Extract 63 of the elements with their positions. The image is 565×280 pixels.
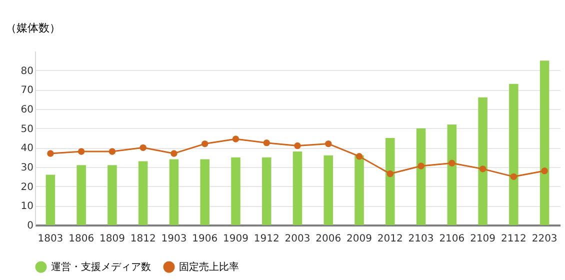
- bar: [46, 174, 56, 225]
- x-tick-label: 1906: [192, 234, 218, 244]
- x-tick-label: 2106: [439, 234, 465, 244]
- bar: [200, 159, 210, 225]
- point: [170, 150, 178, 157]
- x-tick-label: 1903: [161, 234, 187, 244]
- bar: [509, 84, 518, 225]
- point: [78, 148, 85, 155]
- y-tick-label: 20: [20, 182, 34, 193]
- point: [108, 148, 116, 155]
- y-tick-label: 50: [20, 124, 34, 135]
- legend-label: 運営・支援メディア数: [51, 261, 151, 273]
- point: [325, 140, 332, 148]
- bar: [138, 161, 148, 225]
- bar: [447, 124, 457, 225]
- bar: [108, 165, 117, 225]
- bar: [292, 152, 302, 225]
- bar: [386, 138, 395, 225]
- y-tick-label: 70: [20, 85, 34, 96]
- y-axis-title: （媒体数）: [6, 22, 60, 34]
- bar: [262, 157, 272, 225]
- y-tick-label: 0: [27, 220, 34, 232]
- point: [541, 168, 548, 174]
- point: [140, 144, 146, 152]
- point: [479, 166, 486, 172]
- y-tick-label: 30: [20, 162, 34, 174]
- point: [418, 162, 424, 170]
- y-tick-label: 10: [20, 201, 34, 212]
- point: [263, 139, 270, 146]
- bar: [416, 128, 426, 225]
- point: [202, 140, 208, 148]
- x-tick-label: 1803: [38, 234, 64, 244]
- x-tick-label: 2203: [532, 234, 558, 244]
- x-tick-label: 2112: [500, 234, 526, 244]
- x-tick-label: 1806: [68, 234, 94, 244]
- y-tick-label: 60: [20, 104, 34, 116]
- x-tick-label: 2012: [377, 234, 403, 244]
- legend-label: 固定売上比率: [179, 261, 239, 273]
- point: [448, 160, 456, 166]
- bar: [169, 159, 179, 225]
- x-tick-label: 2103: [408, 234, 434, 244]
- point: [47, 150, 54, 157]
- bar: [478, 97, 488, 225]
- y-tick-label: 40: [20, 143, 34, 154]
- bar: [324, 155, 334, 225]
- bar: [354, 155, 364, 225]
- x-tick-label: 1812: [130, 234, 156, 244]
- x-tick-label: 1809: [99, 234, 125, 244]
- x-tick-label: 1909: [223, 234, 248, 244]
- bar: [540, 60, 550, 225]
- bar: [231, 157, 240, 225]
- point: [510, 173, 518, 180]
- point: [356, 153, 363, 160]
- x-tick-label: 1912: [254, 234, 280, 244]
- bar: [76, 165, 86, 225]
- point: [386, 170, 394, 178]
- point: [232, 136, 240, 142]
- y-tick-label: 80: [20, 66, 34, 77]
- x-tick-label: 2109: [470, 234, 496, 244]
- x-tick-label: 2003: [284, 234, 310, 244]
- point: [294, 142, 301, 150]
- x-tick-label: 2009: [346, 234, 372, 244]
- x-tick-label: 2006: [316, 234, 342, 244]
